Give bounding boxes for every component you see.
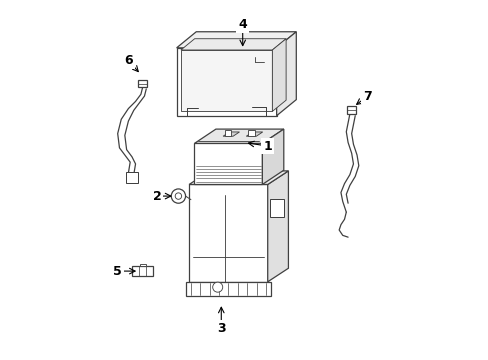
Polygon shape [181,39,285,50]
Text: 3: 3 [217,322,225,335]
Polygon shape [194,129,283,143]
Text: 2: 2 [152,190,161,203]
Polygon shape [272,39,285,111]
Polygon shape [262,129,283,184]
Bar [138,80,147,87]
Text: 7: 7 [363,90,371,103]
Circle shape [171,189,185,203]
Polygon shape [194,143,262,184]
Polygon shape [269,199,283,217]
Polygon shape [176,48,276,116]
Bar [224,130,231,136]
Bar [140,264,145,266]
Polygon shape [185,282,271,296]
Polygon shape [176,32,296,48]
Circle shape [175,193,181,199]
Text: 4: 4 [238,18,246,31]
Circle shape [212,282,222,292]
Text: 1: 1 [263,140,271,153]
Polygon shape [246,132,262,136]
Polygon shape [181,50,272,111]
Polygon shape [267,171,288,282]
Polygon shape [189,171,288,184]
Bar [247,130,254,136]
Text: 5: 5 [113,265,122,278]
Bar [346,106,356,114]
Polygon shape [223,132,239,136]
Bar [125,172,138,183]
Polygon shape [132,266,153,276]
Polygon shape [276,32,296,116]
Polygon shape [189,184,267,282]
Text: 6: 6 [124,54,132,67]
